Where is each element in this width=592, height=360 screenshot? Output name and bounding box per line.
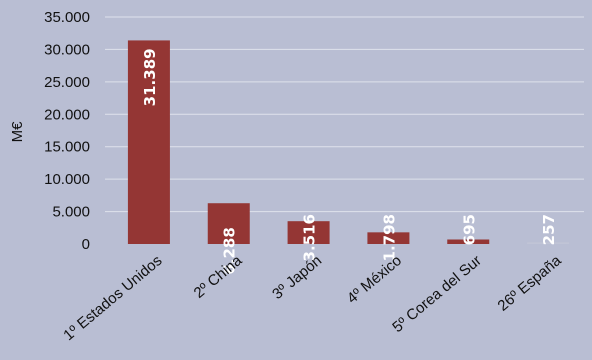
y-tick-label: 15.000: [44, 139, 90, 156]
y-tick-label: 0: [82, 236, 90, 253]
y-tick-label: 25.000: [44, 74, 90, 91]
y-tick-label: 30.000: [44, 41, 90, 58]
data-label: 695: [460, 214, 478, 245]
data-label: 1.798: [380, 214, 398, 261]
bars: [127, 40, 570, 244]
y-tick-label: 5.000: [52, 204, 90, 221]
y-tick-label: 10.000: [44, 171, 90, 188]
x-category-label: 26º España: [495, 252, 566, 315]
x-category-label: 1º Estados Unidos: [60, 252, 165, 344]
data-label: 257: [540, 214, 558, 245]
y-axis-label: M€: [9, 121, 26, 142]
bar: [447, 239, 490, 244]
x-axis-category-labels: 1º Estados Unidos 2º China 3º Japón 4º Méxi…: [60, 252, 565, 345]
x-category-label: 3º Japón: [269, 252, 325, 303]
x-category-label: 4º México: [344, 252, 405, 307]
bar: [127, 40, 170, 244]
gridlines: [105, 16, 584, 213]
data-labels: 31.389 6.288 3.516 1.798 695 257: [141, 48, 558, 274]
data-label: 6.288: [221, 227, 239, 274]
bar: [287, 221, 330, 244]
data-label: 3.516: [301, 214, 319, 261]
y-tick-label: 20.000: [44, 106, 90, 123]
y-tick-label: 35.000: [44, 9, 90, 26]
bar: [367, 232, 410, 244]
data-label: 31.389: [141, 48, 159, 106]
x-category-label: 2º China: [191, 252, 246, 302]
bar: [527, 242, 570, 244]
y-axis-tick-labels: 0 5.000 10.000 15.000 20.000 25.000 30.000 35.0…: [44, 9, 90, 253]
bar: [207, 203, 250, 244]
